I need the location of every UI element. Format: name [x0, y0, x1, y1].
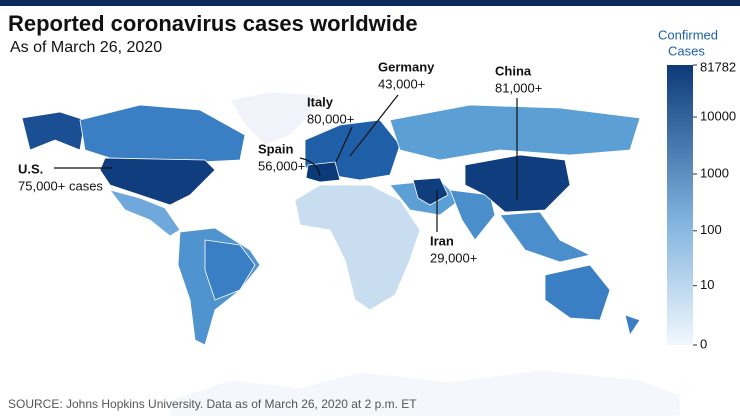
legend-tick-label: 10: [700, 277, 714, 292]
top-bar: [0, 0, 740, 6]
legend-tick-label: 10000: [700, 108, 736, 123]
antarctica: [169, 369, 681, 416]
greenland: [229, 91, 321, 146]
legend-tick-label: 81782: [700, 59, 736, 74]
spain: [305, 161, 341, 183]
annotation-value: 56,000+: [258, 158, 305, 173]
legend-title: Cases: [668, 43, 705, 58]
color-bar: [667, 65, 693, 345]
annotation-label: Germany: [378, 59, 435, 74]
annotation-value: 81,000+: [495, 80, 542, 95]
canada: [79, 104, 246, 163]
annotation-value: 80,000+: [307, 111, 354, 126]
leader-line: [349, 94, 399, 157]
russia: [389, 104, 641, 161]
africa: [294, 184, 421, 311]
annotation-label: Italy: [307, 94, 334, 109]
legend-tick-label: 0: [700, 336, 707, 351]
annotation-label: U.S.: [18, 161, 43, 176]
annotation-label: Spain: [258, 141, 293, 156]
leader-line: [299, 157, 321, 177]
world-map: [21, 91, 681, 416]
annotation-value: 75,000+ cases: [18, 178, 103, 193]
australia: [544, 264, 611, 321]
annotation-label: Iran: [430, 233, 454, 248]
title: Reported coronavirus cases worldwide: [8, 11, 418, 36]
leader-line: [335, 126, 353, 163]
source: SOURCE: Johns Hopkins University. Data a…: [8, 397, 417, 411]
brazil: [204, 239, 256, 301]
subtitle: As of March 26, 2020: [10, 39, 162, 56]
legend-tick-label: 1000: [700, 165, 729, 180]
alaska: [21, 111, 86, 151]
annotation-value: 43,000+: [378, 76, 425, 91]
usa: [99, 157, 216, 206]
central-america: [108, 189, 181, 237]
new-zealand: [624, 314, 641, 336]
legend-title: Confirmed: [658, 27, 718, 42]
annotations: U.S. 75,000+ cases Spain 56,000+ Italy 80,000…: [18, 59, 542, 265]
legend-tick-label: 100: [700, 222, 722, 237]
iran: [412, 177, 449, 206]
annotation-value: 29,000+: [430, 250, 477, 265]
annotation-label: China: [495, 63, 532, 78]
southeast-asia: [499, 211, 592, 263]
